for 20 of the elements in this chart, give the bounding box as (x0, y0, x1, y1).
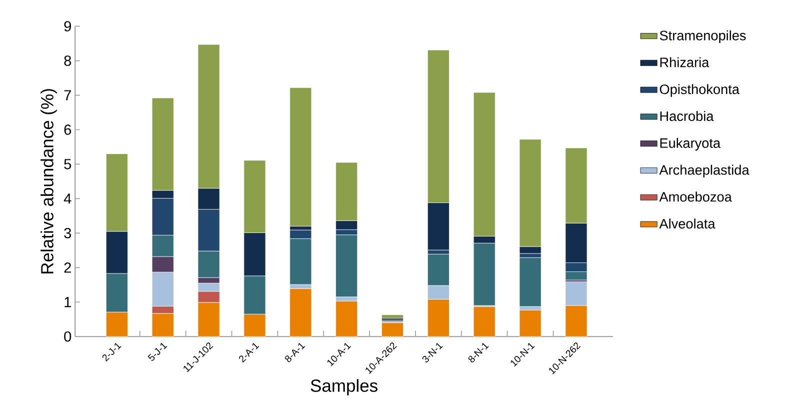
y-tick-label: 6 (64, 124, 72, 135)
legend-label: Rhizaria (660, 57, 710, 68)
y-tick-label: 7 (64, 90, 71, 100)
legend-label: Amoebozoa (659, 192, 732, 202)
y-axis-title: Relative abundance (%) (40, 88, 57, 274)
legend-label: Alveolata (659, 218, 716, 228)
legend-label: Archaeplastida (659, 164, 750, 178)
y-tick-label: 3 (64, 228, 72, 238)
legend-label: Opisthokonta (660, 84, 740, 97)
x-axis-title: Samples (310, 378, 378, 396)
y-tick-label: 0 (64, 331, 72, 342)
y-tick-label: 9 (64, 20, 71, 32)
legend-label: Stramenopiles (660, 30, 746, 43)
y-tick-label: 1 (64, 296, 71, 307)
y-tick-label: 4 (64, 193, 72, 204)
y-tick-label: 8 (64, 55, 72, 66)
y-tick-label: 2 (64, 262, 71, 273)
legend-label: Hacrobia (660, 110, 714, 121)
y-tick-label: 5 (64, 158, 72, 170)
legend-label: Eukaryota (660, 138, 721, 150)
